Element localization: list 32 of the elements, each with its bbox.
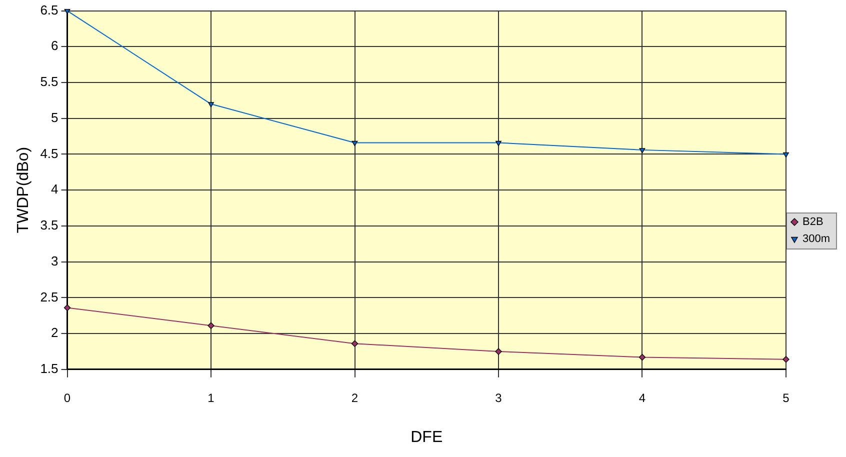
legend-label: B2B [802, 216, 824, 228]
x-tick-label: 5 [782, 390, 790, 405]
point [638, 354, 646, 361]
y-tick-label: 5 [51, 110, 58, 125]
point [782, 356, 790, 363]
point [208, 322, 214, 329]
x-tick-label: 2 [351, 390, 358, 405]
y-tick-label: 6 [51, 38, 58, 54]
x-tick-label: 4 [638, 390, 646, 405]
point [496, 140, 502, 146]
point [208, 102, 214, 108]
y-tick-label: 1.5 [40, 360, 58, 376]
point [352, 140, 358, 146]
point [351, 340, 358, 347]
y-axis-title: TWDP(dBo) [15, 146, 32, 234]
y-tick-label: 2 [51, 325, 58, 340]
x-tick-label: 3 [495, 390, 502, 405]
point [783, 152, 789, 158]
y-tick-label: 5.5 [40, 74, 58, 90]
point [64, 304, 71, 312]
y-tick-label: 4.5 [40, 146, 58, 161]
point [495, 348, 502, 355]
y-tick-label: 2.5 [40, 289, 58, 304]
y-tick-label: 4 [51, 182, 58, 197]
legend-label: 300m [802, 233, 830, 246]
y-tick-label: 3.5 [40, 218, 58, 233]
x-tick-label: 0 [64, 390, 71, 405]
y-tick-label: 3 [51, 253, 58, 268]
x-axis-title: DFE [410, 428, 443, 446]
x-tick-label: 1 [208, 390, 215, 405]
point [639, 148, 646, 154]
y-tick-label: 6.5 [40, 2, 58, 18]
